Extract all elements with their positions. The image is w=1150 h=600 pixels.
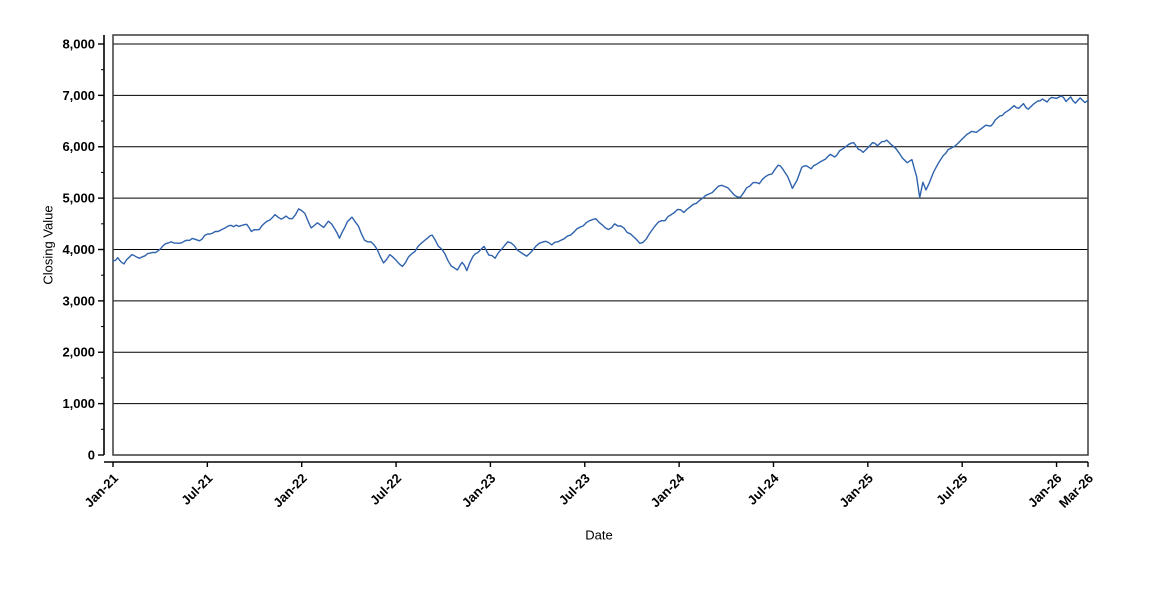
x-tick-label: Mar-26 <box>1056 471 1096 511</box>
x-tick-label: Jan-25 <box>836 471 876 511</box>
y-axis-title: Closing Value <box>40 205 56 285</box>
x-tick-label: Jan-22 <box>270 471 310 511</box>
y-tick-label: 7,000 <box>62 88 95 103</box>
y-tick-label: 4,000 <box>62 242 95 257</box>
x-tick-label: Jan-21 <box>81 471 121 511</box>
y-tick-label: 6,000 <box>62 139 95 154</box>
y-tick-label: 3,000 <box>62 293 95 308</box>
x-tick-label: Jul-23 <box>556 471 593 508</box>
x-axis-title: Date <box>585 527 613 543</box>
y-tick-label: 2,000 <box>62 345 95 360</box>
x-tick-label: Jan-24 <box>648 470 688 510</box>
x-tick-label: Jul-25 <box>933 471 970 508</box>
y-tick-label: 0 <box>88 448 95 463</box>
x-tick-label: Jul-21 <box>178 471 215 508</box>
plot-frame <box>112 34 1089 456</box>
series-line <box>112 95 1089 272</box>
y-tick-label: 1,000 <box>62 396 95 411</box>
x-tick-label: Jul-24 <box>744 470 782 508</box>
y-tick-label: 5,000 <box>62 191 95 206</box>
x-tick-label: Jul-22 <box>367 471 404 508</box>
x-tick-label: Jan-23 <box>459 471 499 511</box>
y-tick-label: 8,000 <box>62 36 95 51</box>
